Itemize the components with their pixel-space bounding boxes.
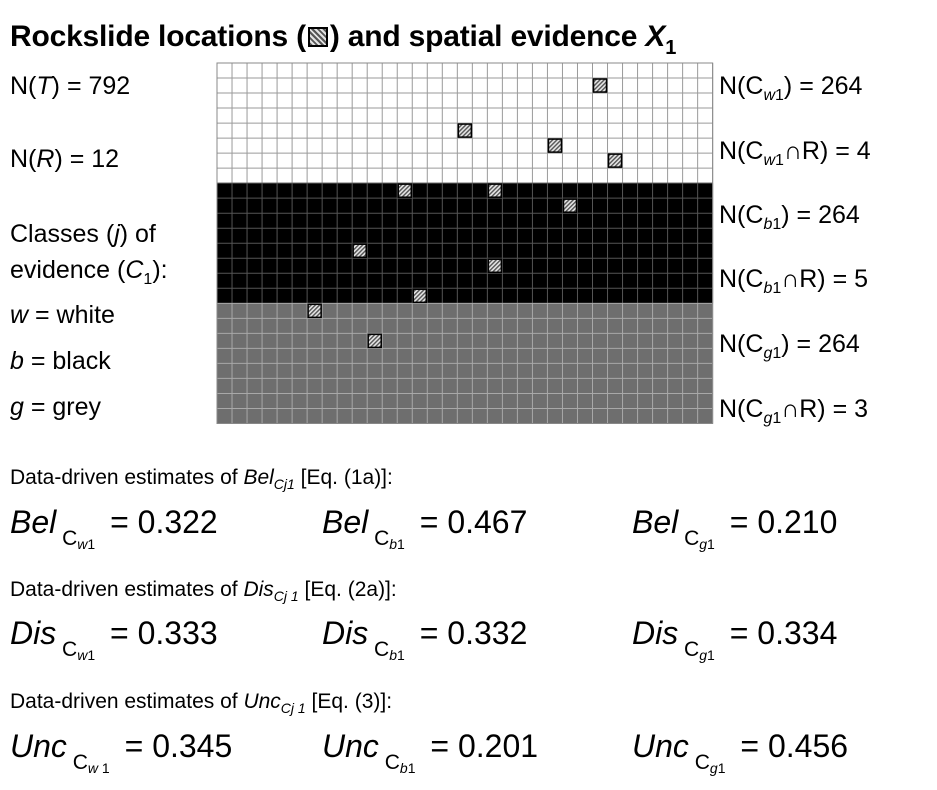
estimate-equation: Bel Cb1 = 0.467 — [322, 504, 528, 552]
total-cells-label: N(T) = 792 — [10, 72, 131, 100]
estimate-caption: Data-driven estimates of UncCj 1 [Eq. (3… — [10, 690, 393, 716]
rockslide-cell — [592, 78, 608, 93]
class-black-label: b = black — [10, 347, 111, 375]
rockslide-cell — [607, 153, 623, 168]
class-count-label: N(Cg1) = 264 — [719, 330, 860, 362]
estimate-caption: Data-driven estimates of BelCj1 [Eq. (1a… — [10, 466, 393, 492]
class-count-label: N(Cw1∩R) = 4 — [719, 137, 871, 169]
estimate-equation: Dis Cw1 = 0.333 — [10, 615, 218, 663]
classes-label-line2: evidence (C1): — [10, 256, 168, 288]
figure-title: Rockslide locations () and spatial evide… — [10, 20, 677, 59]
estimate-equation: Dis Cg1 = 0.334 — [632, 615, 838, 663]
estimate-equation: Bel Cw1 = 0.322 — [10, 504, 218, 552]
rockslide-cell — [307, 303, 322, 319]
estimate-equation: Bel Cg1 = 0.210 — [632, 504, 838, 552]
rockslide-cell — [457, 123, 473, 138]
estimate-equation: Unc Cg1 = 0.456 — [632, 728, 849, 776]
estimate-equation: Dis Cb1 = 0.332 — [322, 615, 528, 663]
grid-outline — [216, 62, 714, 424]
rockslide-cell — [352, 243, 367, 259]
estimate-equation: Unc Cw 1 = 0.345 — [10, 728, 233, 776]
estimate-caption: Data-driven estimates of DisCj 1 [Eq. (2… — [10, 578, 397, 604]
rockslide-cell-icon — [307, 27, 328, 47]
rockslide-cell — [367, 333, 382, 349]
class-count-label: N(Cg1∩R) = 3 — [719, 395, 869, 427]
class-count-label: N(Cw1) = 264 — [719, 72, 863, 104]
class-count-label: N(Cb1) = 264 — [719, 201, 860, 233]
rockslide-cell — [397, 183, 413, 198]
class-count-label: N(Cb1∩R) = 5 — [719, 265, 869, 297]
rockslide-cell — [487, 258, 503, 274]
estimate-equation: Unc Cb1 = 0.201 — [322, 728, 539, 776]
rockslide-cell — [487, 183, 503, 198]
rockslide-count-label: N(R) = 12 — [10, 145, 120, 173]
rockslide-cell — [547, 138, 563, 153]
rockslide-cell — [562, 198, 578, 213]
classes-label-line1: Classes (j) of — [10, 220, 156, 248]
class-white-label: w = white — [10, 301, 115, 329]
class-grey-label: g = grey — [10, 393, 102, 421]
rockslide-cell — [412, 288, 428, 304]
